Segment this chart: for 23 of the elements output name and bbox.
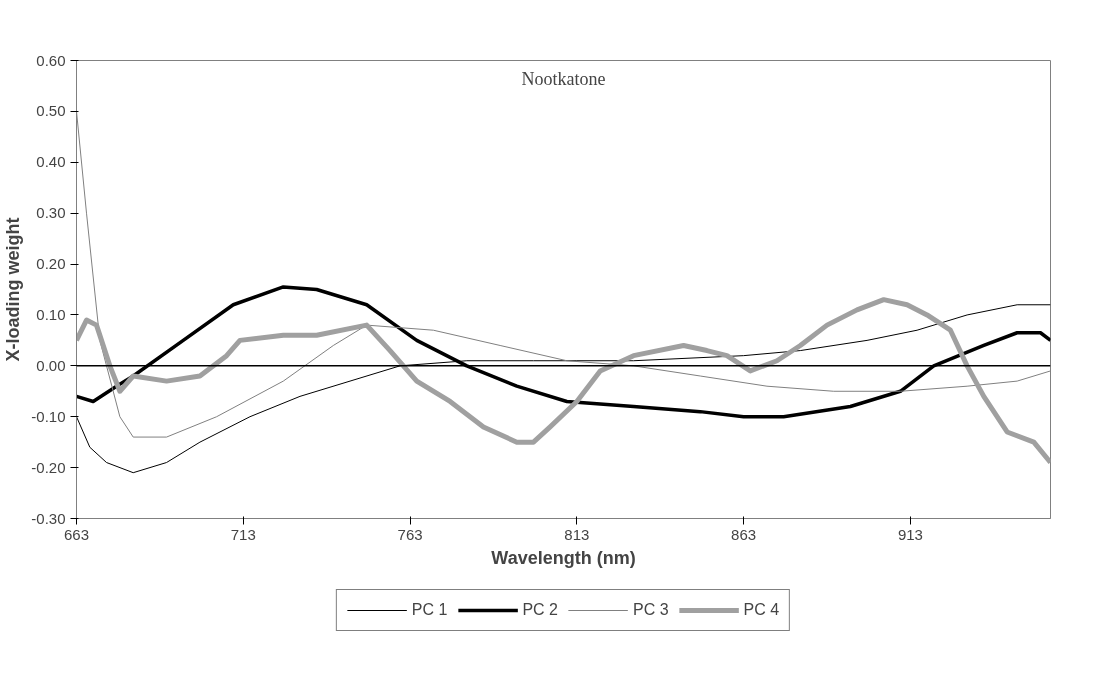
y-axis-title: X-loading weight — [3, 217, 24, 362]
x-tick-label: 663 — [63, 525, 90, 543]
x-tick-label: 913 — [897, 525, 923, 543]
y-tick-label: 0.50 — [36, 102, 66, 120]
chart-title: Nootkatone — [521, 68, 606, 89]
y-tick-label: -0.30 — [31, 509, 66, 527]
x-axis-title: Wavelength (nm) — [491, 547, 636, 568]
y-tick-label: 0.10 — [36, 305, 66, 323]
y-tick-label: 0.30 — [36, 204, 66, 222]
x-tick-label: 813 — [564, 525, 590, 543]
legend-label: PC 3 — [633, 601, 669, 619]
y-tick-label: 0.40 — [36, 153, 66, 171]
y-tick-label: 0.00 — [36, 356, 66, 374]
y-tick-label: 0.20 — [36, 255, 66, 273]
x-tick-label: 713 — [230, 525, 256, 543]
x-tick-label: 763 — [397, 525, 423, 543]
y-tick-label: 0.60 — [36, 51, 66, 69]
legend-label: PC 4 — [743, 601, 780, 619]
y-tick-label: -0.20 — [31, 458, 66, 476]
y-tick-label: -0.10 — [31, 407, 66, 425]
legend-label: PC 1 — [411, 601, 448, 619]
x-tick-label: 863 — [731, 525, 757, 543]
legend-label: PC 2 — [522, 601, 558, 619]
